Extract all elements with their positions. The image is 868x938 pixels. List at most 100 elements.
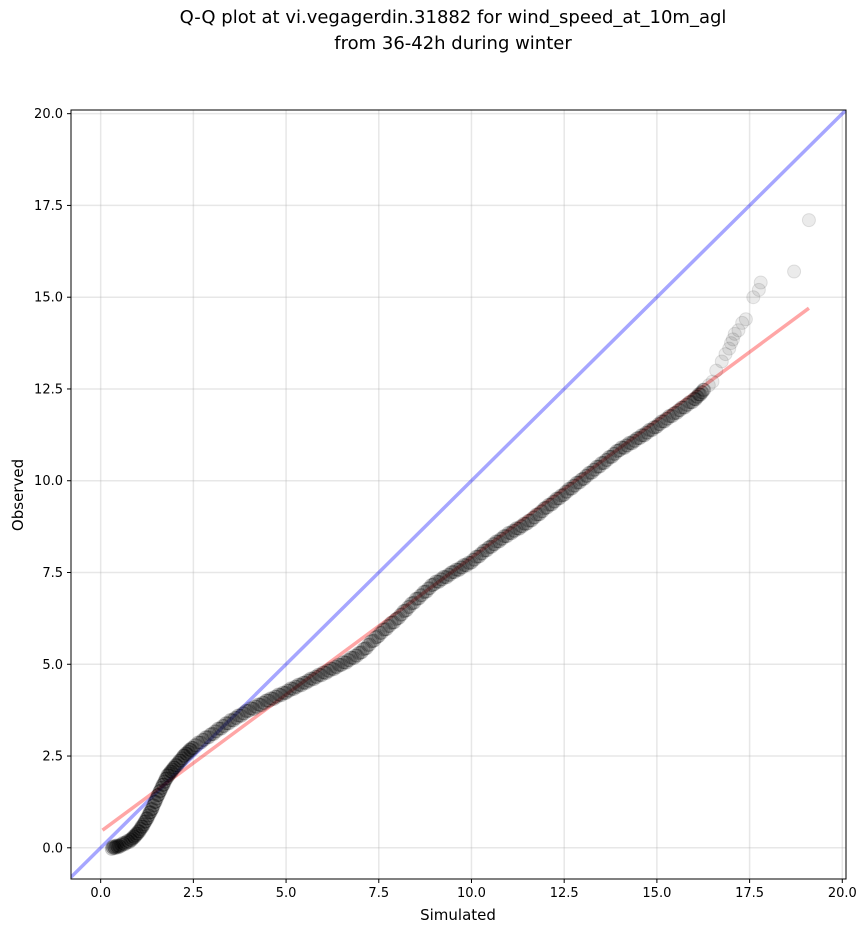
data-point xyxy=(360,638,375,653)
data-point xyxy=(173,753,188,768)
data-point xyxy=(746,290,761,305)
data-point xyxy=(110,840,125,855)
data-point xyxy=(133,822,148,837)
data-point xyxy=(416,585,431,600)
data-point xyxy=(373,625,388,640)
data-point xyxy=(563,481,578,496)
data-point xyxy=(268,689,283,704)
data-point xyxy=(489,534,504,549)
data-point xyxy=(246,701,261,716)
fit-line xyxy=(101,306,810,832)
data-point xyxy=(127,829,142,844)
data-point xyxy=(603,449,618,464)
data-point xyxy=(174,753,189,768)
data-point xyxy=(643,422,658,437)
data-point xyxy=(787,264,802,279)
data-point xyxy=(541,497,556,512)
data-point xyxy=(439,570,454,585)
data-point xyxy=(125,831,140,846)
data-point xyxy=(486,537,501,552)
data-point xyxy=(689,389,704,404)
data-point xyxy=(517,516,532,531)
data-point xyxy=(272,687,287,702)
data-point xyxy=(198,730,213,745)
data-point xyxy=(159,771,174,786)
x-tick-label: 12.5 xyxy=(550,886,579,901)
data-point xyxy=(449,562,464,577)
scatter-points xyxy=(104,213,816,856)
data-point xyxy=(387,615,402,630)
data-point xyxy=(727,326,742,341)
data-point xyxy=(588,462,603,477)
data-point xyxy=(368,630,383,645)
data-point xyxy=(490,534,505,549)
data-point xyxy=(447,565,462,580)
data-point xyxy=(106,841,121,856)
data-point xyxy=(534,504,549,519)
data-point xyxy=(110,839,125,854)
data-point xyxy=(405,596,420,611)
data-point xyxy=(359,641,374,656)
data-point xyxy=(131,824,146,839)
data-point xyxy=(141,808,156,823)
data-point xyxy=(467,552,482,567)
data-point xyxy=(353,645,368,660)
data-point xyxy=(441,567,456,582)
data-point xyxy=(645,422,660,437)
data-point xyxy=(294,678,309,693)
data-point xyxy=(113,839,128,854)
data-point xyxy=(175,751,190,766)
data-point xyxy=(206,727,221,742)
data-point xyxy=(601,449,616,464)
data-point xyxy=(125,831,140,846)
data-point xyxy=(669,405,684,420)
data-point xyxy=(116,836,131,851)
data-point xyxy=(235,706,250,721)
data-point xyxy=(323,661,338,676)
data-point xyxy=(136,817,151,832)
data-point xyxy=(382,618,397,633)
data-point xyxy=(260,693,275,708)
data-point xyxy=(427,577,442,592)
data-point xyxy=(503,526,518,541)
data-point xyxy=(513,519,528,534)
data-point xyxy=(639,425,654,440)
data-point xyxy=(617,440,632,455)
data-point xyxy=(211,721,226,736)
data-point xyxy=(558,484,573,499)
data-point xyxy=(224,713,239,728)
data-point xyxy=(120,833,135,848)
data-point xyxy=(123,832,138,847)
data-point xyxy=(543,497,558,512)
data-point xyxy=(343,650,358,665)
data-point xyxy=(127,830,142,845)
data-point xyxy=(112,838,127,853)
data-point xyxy=(182,742,197,757)
data-point xyxy=(220,716,235,731)
data-point xyxy=(345,650,360,665)
data-point xyxy=(249,699,264,714)
data-point xyxy=(583,465,598,480)
data-point xyxy=(189,738,204,753)
data-point xyxy=(114,837,129,852)
data-point xyxy=(496,529,511,544)
data-point xyxy=(254,698,269,713)
data-point xyxy=(109,838,124,853)
x-tick-label: 2.5 xyxy=(183,886,204,901)
data-point xyxy=(223,713,238,728)
data-point xyxy=(751,282,766,297)
data-point xyxy=(718,347,733,362)
data-point xyxy=(456,557,471,572)
data-point xyxy=(453,560,468,575)
data-point xyxy=(371,629,386,644)
data-point xyxy=(251,697,266,712)
data-point xyxy=(163,764,178,779)
chart-title-line2: from 36-42h during winter xyxy=(334,33,572,54)
data-point xyxy=(181,744,196,759)
data-point xyxy=(390,611,405,626)
data-point xyxy=(401,600,416,615)
data-point xyxy=(680,397,695,412)
data-point xyxy=(150,788,165,803)
data-point xyxy=(501,525,516,540)
